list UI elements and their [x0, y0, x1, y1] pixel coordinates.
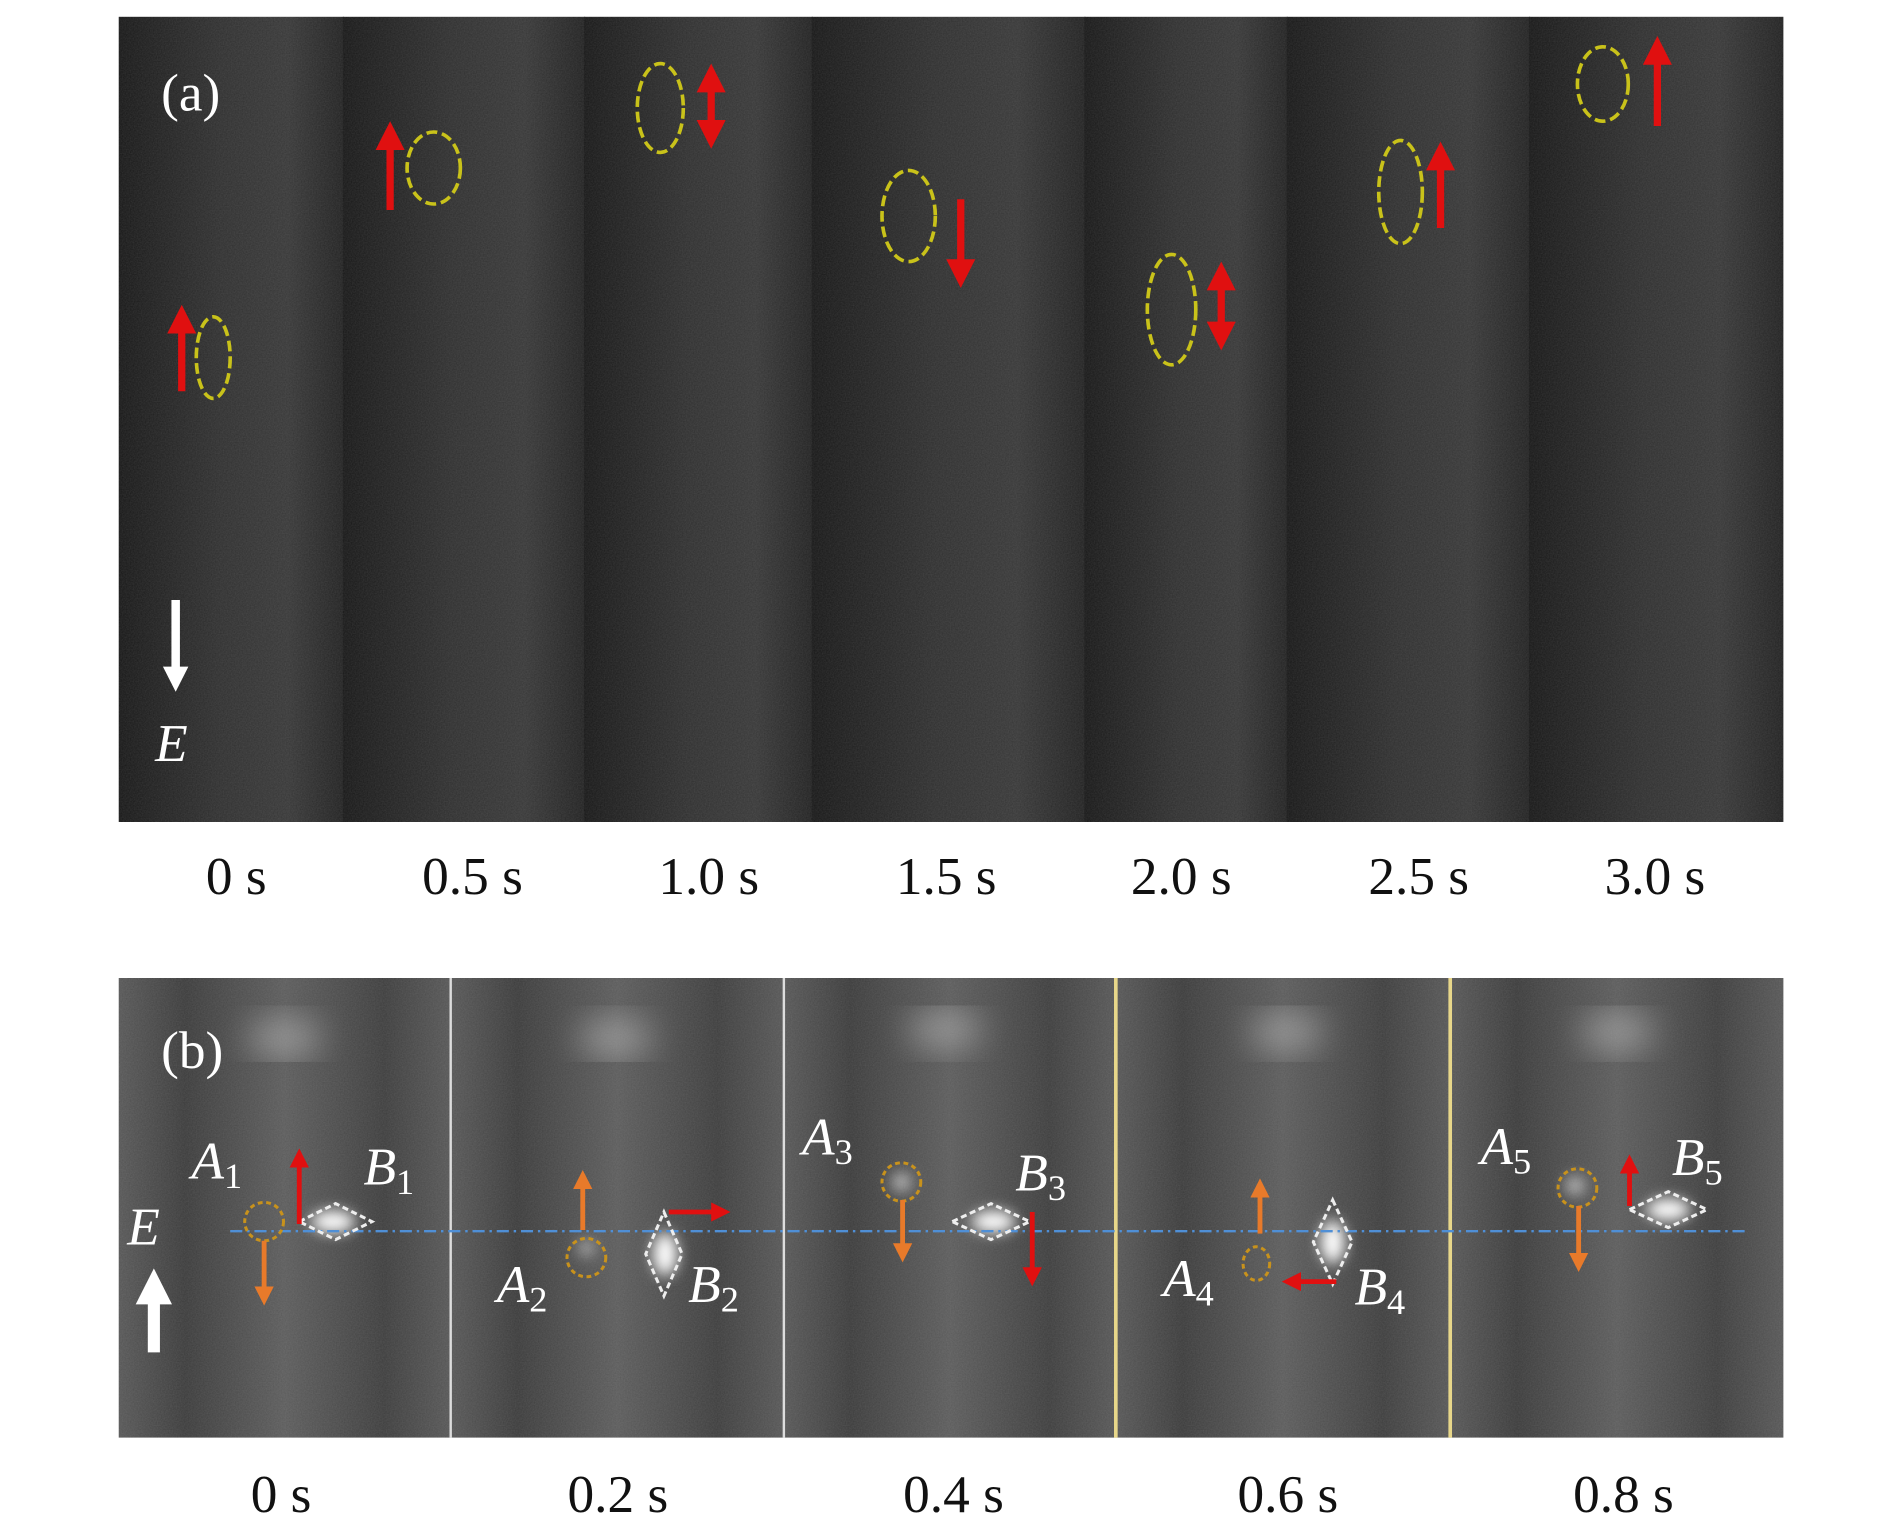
letter: B: [1672, 1129, 1705, 1187]
time-label: 0.4 s: [903, 1466, 1004, 1524]
letter: B: [1015, 1145, 1048, 1203]
subscript: 4: [1196, 1274, 1214, 1314]
letter: A: [1160, 1250, 1196, 1308]
subscript: 2: [529, 1280, 547, 1320]
field-label: E: [126, 1199, 160, 1257]
subscript: 4: [1387, 1282, 1405, 1322]
time-label: 0 s: [251, 1466, 312, 1524]
subscript: 5: [1704, 1153, 1722, 1193]
particle-a-label: A1: [188, 1133, 242, 1196]
time-labels: 0 s 0.5 s 1.0 s 1.5 s 2.0 s 2.5 s 3.0 s: [206, 848, 1705, 906]
time-label: 1.0 s: [658, 848, 759, 906]
subscript: 1: [224, 1156, 242, 1196]
letter: B: [363, 1139, 396, 1197]
motion-arrows: [167, 36, 1672, 392]
subscript: 2: [721, 1280, 739, 1320]
subscript: 3: [1048, 1168, 1066, 1208]
time-label: 0 s: [206, 848, 267, 906]
time-label: 2.5 s: [1368, 848, 1469, 906]
time-label: 3.0 s: [1605, 848, 1706, 906]
panel-label: (b): [161, 1022, 223, 1080]
time-label: 0.5 s: [422, 848, 523, 906]
subscript: 5: [1513, 1142, 1531, 1182]
time-label: 2.0 s: [1131, 848, 1232, 906]
particle-a-label: A2: [494, 1256, 548, 1319]
panel-a: (a) E 0 s 0.5 s 1.0 s 1.5 s 2.0 s 2.5 s …: [118, 16, 1784, 906]
particle-a-label: A3: [799, 1109, 853, 1172]
time-label: 1.5 s: [896, 848, 997, 906]
letter: A: [494, 1256, 530, 1314]
time-label: 0.2 s: [568, 1466, 669, 1524]
letter: B: [1355, 1259, 1388, 1317]
panel-b: (b) E A1 B1 A2 B2 A3 B3 A4 B4 A5 B5 0 s …: [118, 978, 1784, 1524]
subscript: 1: [396, 1162, 414, 1202]
particle-a-label: A4: [1160, 1250, 1214, 1313]
particle-a-label: A5: [1477, 1118, 1531, 1181]
subscript: 3: [835, 1132, 853, 1172]
particle-b-label: B2: [688, 1256, 739, 1319]
time-label: 0.6 s: [1238, 1466, 1339, 1524]
particle-b-label: B3: [1015, 1145, 1066, 1208]
particle-markers: [194, 45, 1631, 401]
particle-b-label: B1: [363, 1139, 414, 1202]
field-label: E: [154, 715, 188, 773]
letter: A: [1477, 1118, 1513, 1176]
time-label: 0.8 s: [1573, 1466, 1674, 1524]
panel-label: (a): [161, 65, 220, 123]
particle-b-label: B4: [1355, 1259, 1406, 1322]
letter: A: [799, 1109, 835, 1167]
particle-b-label: B5: [1672, 1129, 1723, 1192]
letter: A: [188, 1133, 224, 1191]
letter: B: [688, 1256, 721, 1314]
time-labels: 0 s 0.2 s 0.4 s 0.6 s 0.8 s: [251, 1466, 1674, 1524]
